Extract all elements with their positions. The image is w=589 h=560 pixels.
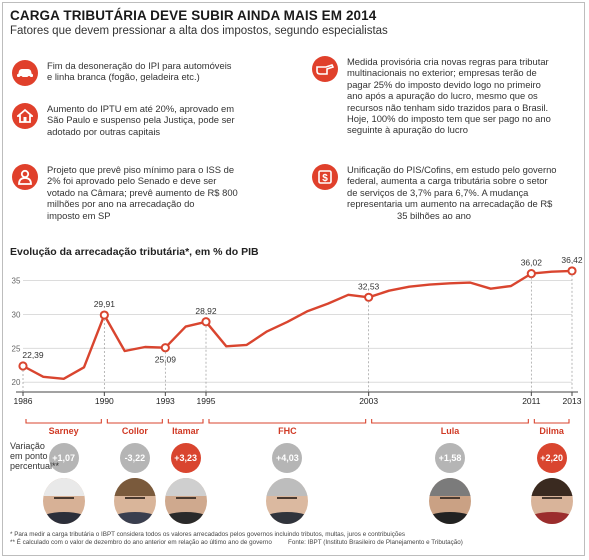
factor-text: Unificação do PIS/Cofins, em estudo pelo… xyxy=(347,164,557,221)
x-tick-label: 1990 xyxy=(95,396,114,406)
data-point xyxy=(99,310,109,320)
x-tick-label: 2013 xyxy=(563,396,582,406)
y-tick-label: 35 xyxy=(12,277,21,286)
president-portrait xyxy=(113,478,156,524)
data-point xyxy=(18,361,28,371)
president-name: Itamar xyxy=(172,426,200,436)
variation-bubble: +2,20 xyxy=(536,443,567,473)
data-label: 36,02 xyxy=(521,258,543,268)
y-axis-ticks: 20 25 30 35 xyxy=(12,277,21,388)
data-point xyxy=(526,269,536,279)
president-portrait xyxy=(429,478,471,524)
president-portrait xyxy=(164,478,207,524)
x-tick-label: 1986 xyxy=(14,396,33,406)
president-portrait xyxy=(266,478,309,524)
factor-iss: Projeto que prevê piso mínimo para o ISS… xyxy=(12,164,292,221)
president-name: Collor xyxy=(121,426,148,436)
data-label: 22,39 xyxy=(22,350,44,360)
factor-text: Projeto que prevê piso mínimo para o ISS… xyxy=(47,164,238,221)
factor-pis-cofins: $ Unificação do PIS/Cofins, em estudo pe… xyxy=(312,164,582,221)
line-chart: 20 25 30 35 22,39 29,91 25,09 28,92 32,53 36,02 3… xyxy=(12,255,583,424)
president-name: Lula xyxy=(440,426,460,436)
president-range-bracket xyxy=(106,419,163,424)
page-subtitle: Fatores que devem pressionar a alta dos … xyxy=(10,25,388,37)
variation-bubble: +1,07 xyxy=(48,443,79,473)
president-range-bracket xyxy=(533,419,570,424)
y-tick-label: 30 xyxy=(12,310,21,319)
x-tick-label: 2003 xyxy=(359,396,378,406)
data-label: 29,91 xyxy=(94,299,116,309)
variation-bubble: +3,23 xyxy=(170,443,201,473)
factor-text: Medida provisória cria novas regras para… xyxy=(347,56,551,136)
data-point xyxy=(567,266,577,276)
president-range-bracket xyxy=(25,419,102,424)
president-name: Sarney xyxy=(48,426,79,436)
data-point xyxy=(364,292,374,302)
factor-multinacionais: Medida provisória cria novas regras para… xyxy=(312,56,582,136)
x-axis-labels: 1986 1990 1993 1995 2003 2011 2013 xyxy=(14,274,582,406)
source-note: Fonte: IBPT (Instituto Brasileiro de Pla… xyxy=(288,538,463,546)
y-tick-label: 20 xyxy=(12,378,21,387)
variation-bubble: -3,22 xyxy=(119,443,150,473)
page-title: CARGA TRIBUTÁRIA DEVE SUBIR AINDA MAIS E… xyxy=(10,8,377,23)
data-point xyxy=(160,343,170,353)
x-tick-label: 2011 xyxy=(522,396,541,406)
variation-bubble: +4,03 xyxy=(272,443,303,473)
data-label: 25,09 xyxy=(155,355,177,365)
data-labels: 22,39 29,91 25,09 28,92 32,53 36,02 36,42 xyxy=(22,255,583,365)
chart-title: Evolução da arrecadação tributária*, em … xyxy=(10,246,259,258)
president-range-bracket xyxy=(208,419,367,424)
y-tick-label: 25 xyxy=(12,344,21,353)
x-tick-label: 1993 xyxy=(156,396,175,406)
factor-text: Aumento do IPTU em até 20%, aprovado em S… xyxy=(47,103,235,137)
factor-ipi: Fim da desoneração do IPI para automóvei… xyxy=(12,60,292,86)
house-icon xyxy=(12,103,38,129)
variation-label: Variação em ponto percentual** xyxy=(10,441,60,471)
worker-icon xyxy=(12,164,38,190)
president-ranges xyxy=(25,419,570,424)
hand-pointing-icon xyxy=(312,56,338,82)
data-point xyxy=(201,317,211,327)
svg-text:$: $ xyxy=(322,173,328,184)
chart-grid xyxy=(23,280,572,383)
data-label: 36,42 xyxy=(561,255,583,265)
dollar-sign-icon: $ xyxy=(312,164,338,190)
factor-iptu: Aumento do IPTU em até 20%, aprovado em S… xyxy=(12,103,292,137)
factor-text: Fim da desoneração do IPI para automóvei… xyxy=(47,60,232,83)
president-range-bracket xyxy=(167,419,204,424)
data-label: 28,92 xyxy=(195,306,217,316)
president-portrait xyxy=(42,478,85,524)
president-range-bracket xyxy=(371,419,529,424)
x-tick-label: 1995 xyxy=(197,396,216,406)
president-name: FHC xyxy=(278,426,297,436)
footnotes: * Para medir a carga tributária o IBPT c… xyxy=(10,531,406,546)
variation-bubble: +1,58 xyxy=(435,443,465,473)
car-icon xyxy=(12,60,38,86)
series-line xyxy=(22,269,573,380)
data-points xyxy=(18,266,577,371)
president-name: Dilma xyxy=(539,426,564,436)
data-label: 32,53 xyxy=(358,281,380,291)
president-portrait xyxy=(530,478,573,524)
